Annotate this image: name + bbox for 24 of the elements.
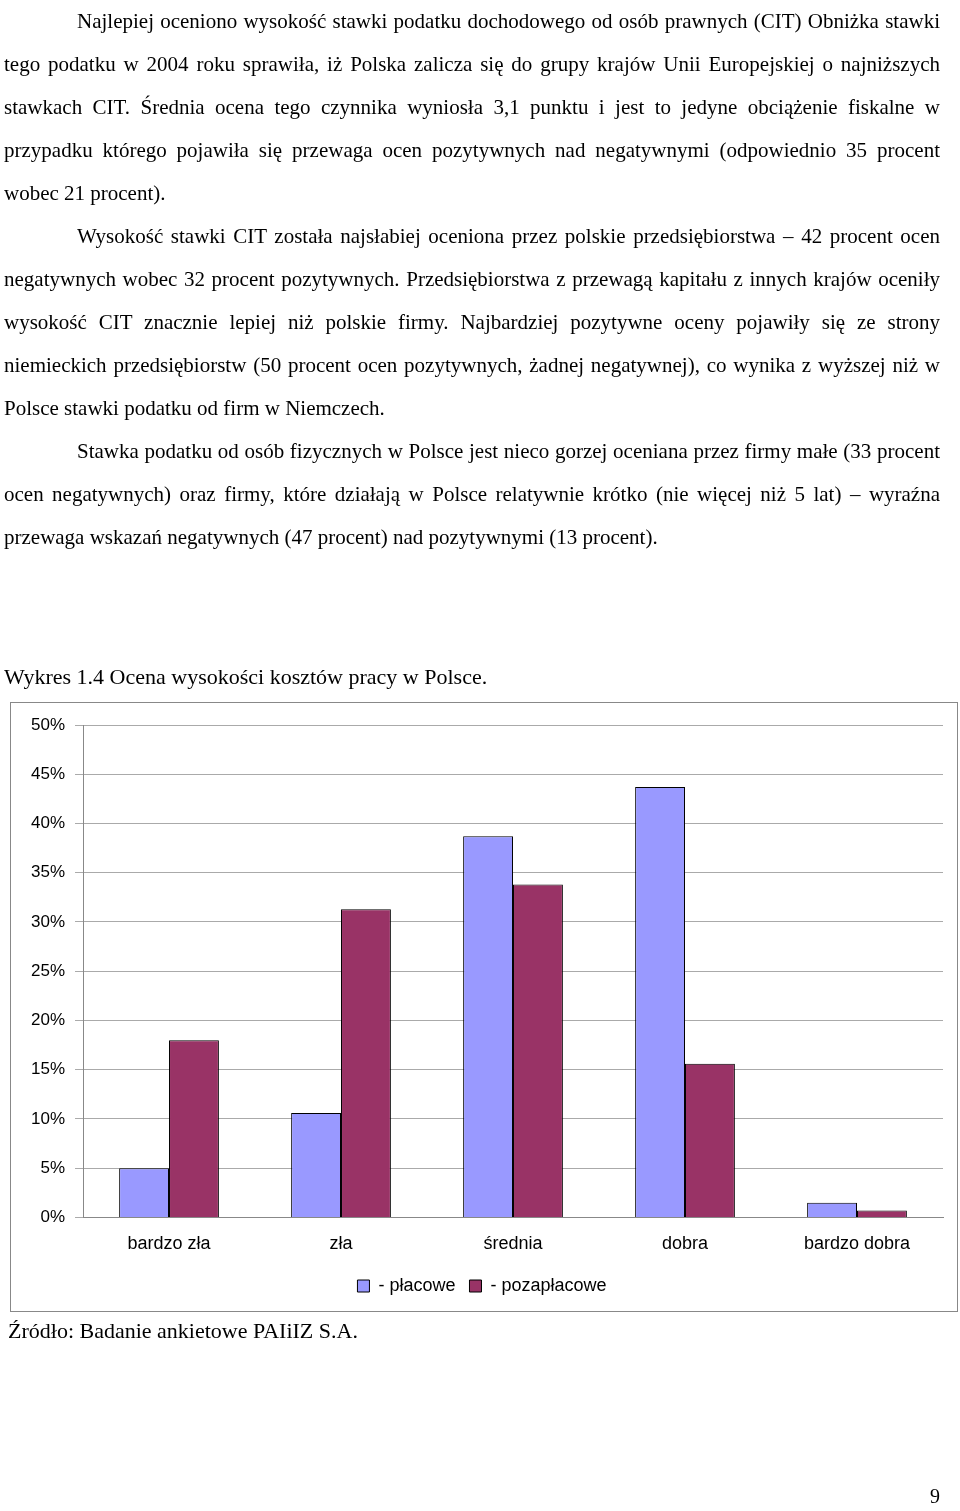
y-tick-label: 45% bbox=[30, 763, 66, 783]
y-tick-label: 10% bbox=[30, 1108, 66, 1128]
text: 9 bbox=[930, 1485, 940, 1508]
x-tick-label: zła bbox=[329, 1233, 354, 1254]
y-tick-label: 50% bbox=[30, 714, 66, 734]
chart-title: Wykres 1.4 Ocena wysokości kosztów pracy w Polsce. bbox=[4, 664, 488, 690]
y-tick-label: 0% bbox=[40, 1207, 66, 1227]
y-tick-label: 30% bbox=[30, 911, 66, 931]
y-tick-label: 20% bbox=[30, 1010, 66, 1030]
x-tick-label: bardzo dobra bbox=[803, 1233, 912, 1254]
y-tick-label: 15% bbox=[30, 1059, 66, 1079]
y-tick-label: 25% bbox=[30, 960, 66, 980]
text: Źródło: Badanie ankietowe PAIiIZ S.A. bbox=[8, 1318, 358, 1344]
x-tick-label: bardzo zła bbox=[127, 1233, 212, 1254]
text: Stawka podatku od osób fizycznych w Polsce jest nieco gorzej oceniana przez firmy małe (33 procent ocen negatywnych) oraz firmy, które działają w Polsce relatywnie krótko (nie więcej niż 5 lat) – wyraźna przewaga wskazań negatywnych (47 procent) nad pozytywnymi (13 procent). bbox=[4, 438, 940, 551]
x-tick-label: dobra bbox=[661, 1233, 710, 1254]
legend-label: - pozapłacowe bbox=[490, 1274, 607, 1295]
text: Najlepiej oceniono wysokość stawki podatku dochodowego od osób prawnych (CIT) Obniżka stawki tego podatku w 2004 roku sprawiła, iż Polska zalicza się do grupy krajów Unii Europejskiej o najniższych stawkach CIT. Średnia ocena tego czynnika wyniosła 3,1 punktu i jest to jedyne obciążenie fiskalne w przypadku którego pojawiła się przewaga ocen pozytywnych nad negatywnymi (odpowiednio 35 procent wobec 21 procent). bbox=[4, 8, 940, 207]
y-tick-label: 40% bbox=[30, 813, 66, 833]
x-tick-label: średnia bbox=[483, 1233, 544, 1254]
y-tick-label: 35% bbox=[30, 862, 66, 882]
legend-label: - płacowe bbox=[378, 1274, 456, 1295]
y-tick-label: 5% bbox=[40, 1157, 66, 1177]
text: Wysokość stawki CIT została najsłabiej oceniona przez polskie przedsiębiorstwa – 42 procent ocen negatywnych wobec 32 procent pozytywnych. Przedsiębiorstwa z przewagą kapitału z innych krajów oceniły wysokość CIT znacznie lepiej niż polskie firmy. Najbardziej pozytywne oceny pojawiły się ze strony niemieckich przedsiębiorstw (50 procent ocen pozytywnych, żadnej negatywnej), co wynika z wyższej niż w Polsce stawki podatku od firm w Niemczech. bbox=[4, 223, 940, 422]
